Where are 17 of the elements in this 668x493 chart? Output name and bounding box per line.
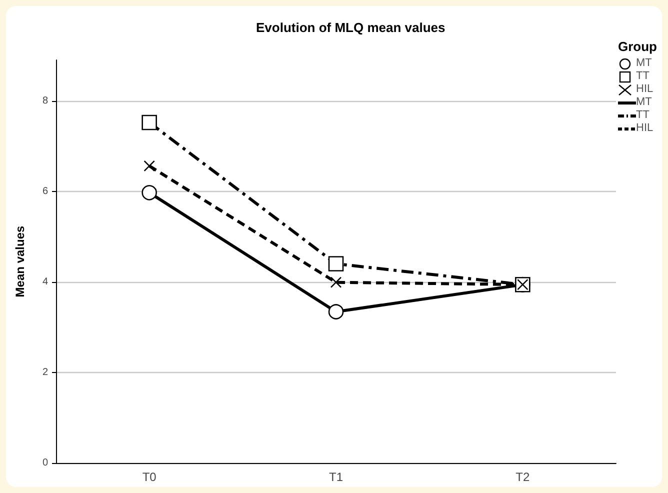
y-axis-title: Mean values bbox=[13, 225, 27, 298]
legend-title: Group bbox=[618, 39, 657, 54]
y-tick-label: 6 bbox=[42, 186, 48, 197]
chart-title: Evolution of MLQ mean values bbox=[256, 20, 446, 35]
y-tick-label: 2 bbox=[42, 366, 48, 378]
y-tick-label: 4 bbox=[42, 276, 48, 288]
y-tick-label: 8 bbox=[42, 95, 48, 106]
x-tick-label: T2 bbox=[516, 470, 530, 484]
text: MT bbox=[636, 57, 652, 69]
x-tick-label: T1 bbox=[328, 470, 344, 484]
legend-label: TT bbox=[636, 109, 650, 122]
legend-label: MT bbox=[636, 96, 652, 109]
y-tick-label: 0 bbox=[42, 458, 48, 468]
x-tick-label: T0 bbox=[142, 470, 157, 484]
legend-label: HIL bbox=[636, 122, 654, 135]
text: HIL bbox=[636, 83, 654, 95]
text: TT bbox=[636, 70, 650, 82]
